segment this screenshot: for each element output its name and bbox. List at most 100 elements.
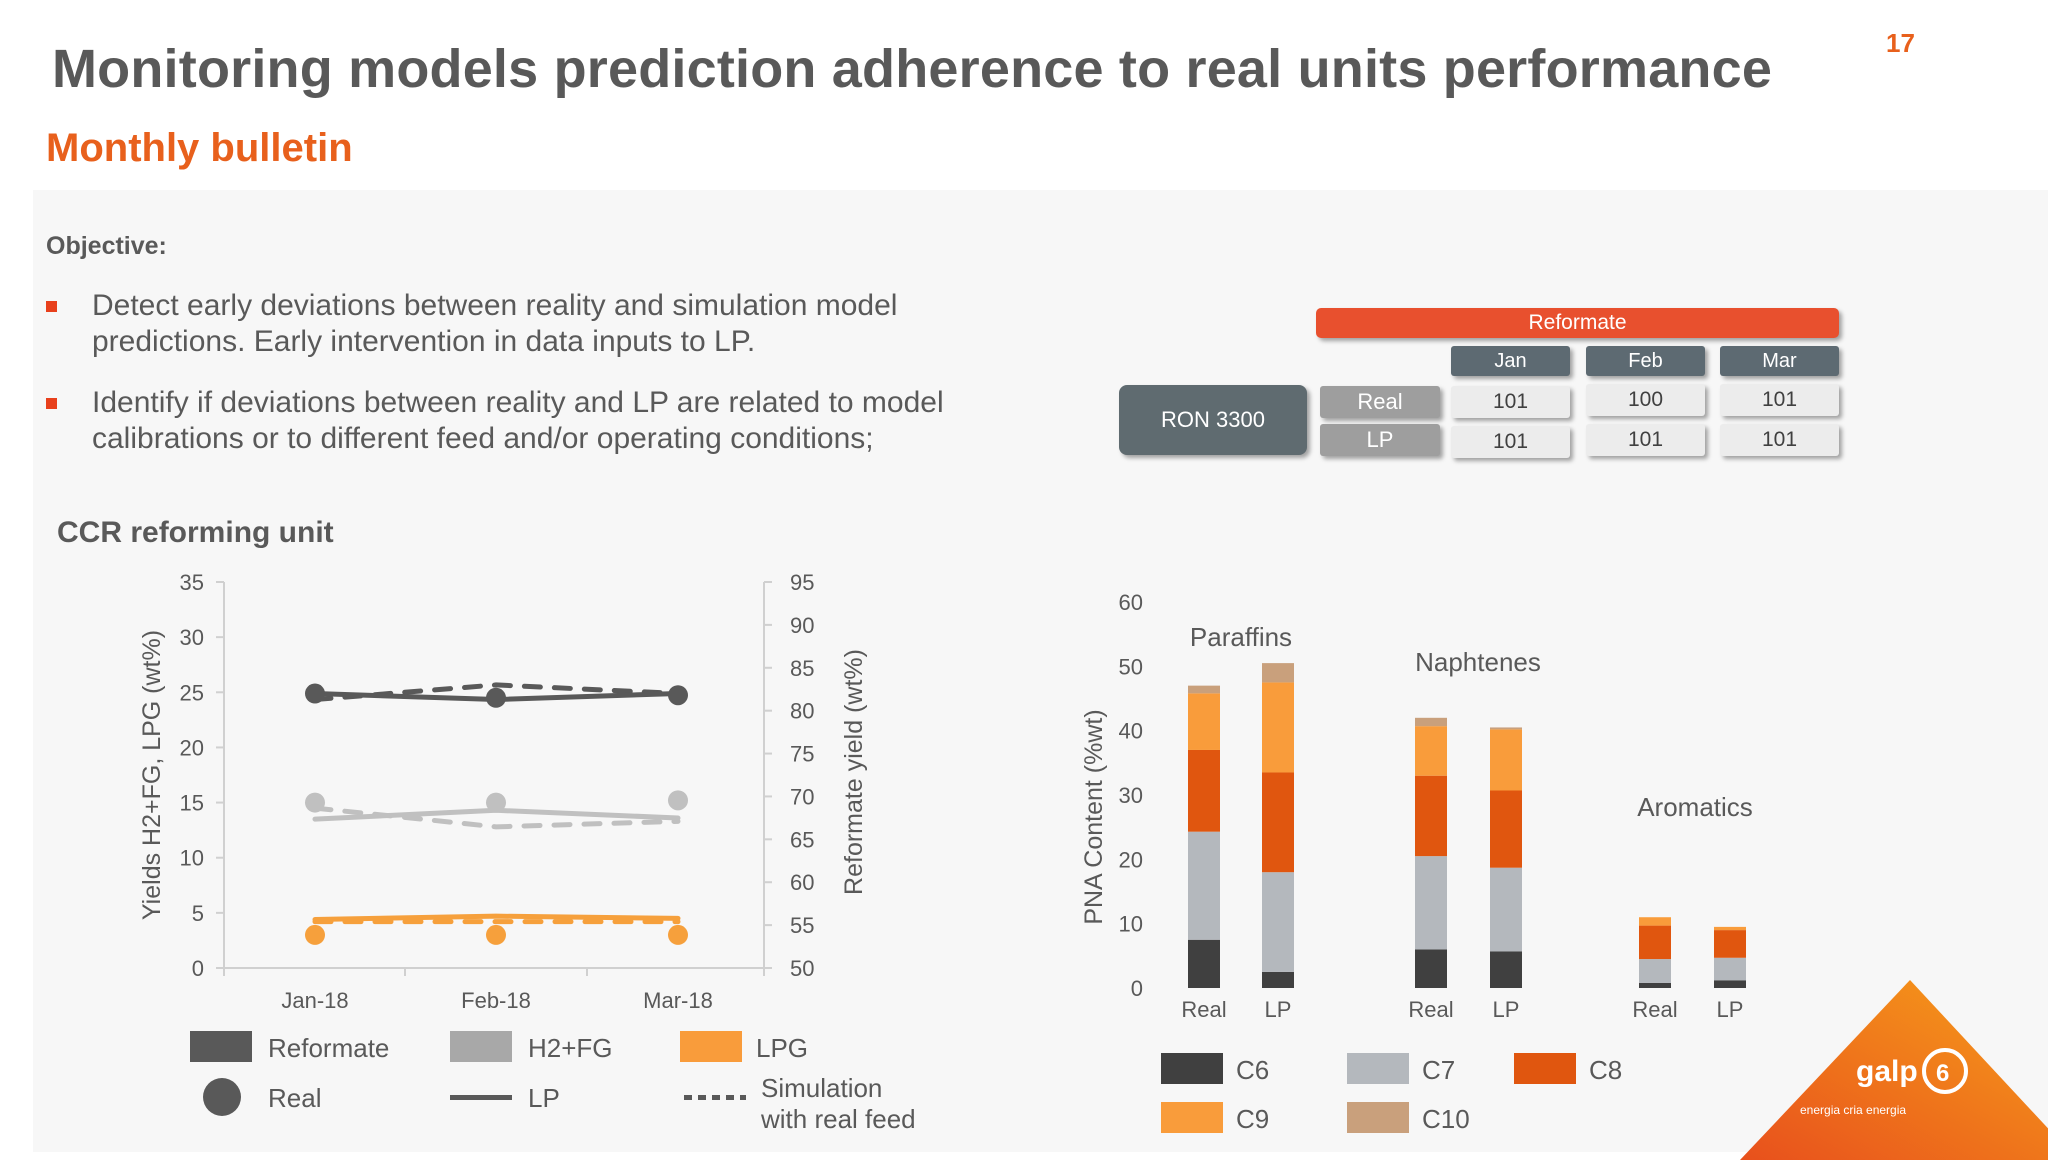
y2-tick-label: 80 (790, 699, 814, 724)
y-tick-label: 0 (1131, 976, 1143, 1001)
y-tick-label: 10 (1119, 912, 1143, 937)
table-cell: 101 (1720, 424, 1839, 456)
y-tick-label: 25 (180, 680, 204, 705)
table-row-label-real: Real (1320, 386, 1440, 418)
legend-swatch-lpg (680, 1031, 742, 1062)
bar-segment-c10 (1262, 663, 1294, 683)
table-cell: 101 (1586, 424, 1705, 456)
bullet-marker (46, 301, 57, 312)
page-subtitle: Monthly bulletin (46, 126, 353, 170)
series-point-lpg (668, 924, 688, 945)
legend-label: LP (528, 1083, 560, 1113)
legend-swatch-c8 (1514, 1053, 1576, 1084)
y-tick-label: 35 (180, 570, 204, 595)
bar-segment-c10 (1490, 727, 1522, 730)
series-point-lpg (305, 924, 325, 945)
legend-line-lp (450, 1095, 512, 1100)
legend-swatch-reformate (190, 1031, 252, 1062)
series-point-h2-fg (305, 792, 325, 813)
bullet-marker (46, 398, 57, 409)
content-panel (33, 190, 2048, 1152)
legend-label: H2+FG (528, 1033, 613, 1063)
bar-segment-c7 (1639, 959, 1671, 983)
bar-segment-c6 (1262, 971, 1294, 988)
series-point-h2-fg (486, 792, 506, 813)
legend-swatch-c7 (1347, 1053, 1409, 1084)
y-tick-label: 30 (1119, 783, 1143, 808)
group-label: Aromatics (1637, 792, 1753, 822)
x-tick-label: Feb-18 (461, 988, 531, 1013)
legend-label: C9 (1236, 1104, 1270, 1134)
y-axis-label: PNA Content (%wt) (1080, 709, 1108, 924)
bar-segment-c8 (1490, 790, 1522, 868)
bullet-text-1: Detect early deviations between reality … (92, 289, 898, 358)
table-row-label-lp: LP (1320, 424, 1440, 456)
bar-segment-c7 (1415, 856, 1447, 950)
bar-segment-c9 (1415, 726, 1447, 776)
series-point-reformate (486, 687, 506, 708)
bar-segment-c8 (1415, 775, 1447, 857)
x-tick-label: Real (1181, 997, 1226, 1022)
bar-segment-c7 (1262, 872, 1294, 972)
bar-segment-c6 (1714, 980, 1746, 988)
y2-tick-label: 65 (790, 827, 814, 852)
bar-segment-c7 (1714, 957, 1746, 981)
y2-axis-label: Reformate yield (wt%) (840, 649, 868, 895)
legend-swatch-h2fg (450, 1031, 512, 1062)
bar-segment-c8 (1639, 925, 1671, 960)
x-tick-label: LP (1493, 997, 1520, 1022)
y-tick-label: 20 (1119, 847, 1143, 872)
ccr-title: CCR reforming unit (57, 516, 334, 549)
legend-label: C8 (1589, 1055, 1623, 1085)
y-tick-label: 50 (1119, 654, 1143, 679)
table-cell: 101 (1720, 384, 1839, 416)
y2-tick-label: 90 (790, 613, 814, 638)
group-label: Paraffins (1190, 622, 1292, 652)
legend-label: Reformate (268, 1033, 390, 1063)
bar-segment-c9 (1714, 926, 1746, 931)
svg-text:energia cria energia: energia cria energia (1800, 1103, 1906, 1117)
legend-swatch-c10 (1347, 1102, 1409, 1133)
bar-segment-c8 (1188, 749, 1220, 832)
bar-segment-c8 (1714, 930, 1746, 958)
series-line-lpg-lp (312, 913, 681, 922)
x-tick-label: LP (1717, 997, 1744, 1022)
svg-text:6: 6 (1936, 1060, 1949, 1087)
legend-label: Real (268, 1083, 322, 1113)
page-title: Monitoring models prediction adherence t… (52, 39, 1773, 99)
y-tick-label: 30 (180, 625, 204, 650)
table-cell: 101 (1451, 386, 1570, 418)
bar-segment-c7 (1490, 867, 1522, 952)
y-tick-label: 0 (192, 956, 204, 981)
series-point-reformate (668, 685, 688, 706)
bar-segment-c10 (1415, 717, 1447, 727)
y-tick-label: 20 (180, 735, 204, 760)
galp-logo: galp 6 energia cria energia (1740, 980, 2048, 1160)
bar-segment-c6 (1639, 982, 1671, 988)
bar-segment-c6 (1188, 939, 1220, 988)
bar-segment-c7 (1188, 831, 1220, 940)
x-tick-label: Mar-18 (643, 988, 713, 1013)
y-tick-label: 15 (180, 791, 204, 816)
y-tick-label: 10 (180, 846, 204, 871)
y-tick-label: 5 (192, 901, 204, 926)
y2-tick-label: 60 (790, 870, 814, 895)
bar-segment-c9 (1490, 729, 1522, 791)
bar-segment-c6 (1415, 949, 1447, 988)
y-tick-label: 60 (1119, 590, 1143, 615)
series-point-reformate (305, 683, 325, 704)
table-cell: 100 (1586, 384, 1705, 416)
bar-segment-c8 (1262, 772, 1294, 873)
series-point-h2-fg (668, 790, 688, 811)
x-tick-label: LP (1265, 997, 1292, 1022)
y2-tick-label: 75 (790, 742, 814, 767)
legend-label: C6 (1236, 1055, 1270, 1085)
table-month-mar: Mar (1720, 346, 1839, 376)
objective-label: Objective: (46, 232, 167, 260)
slide-number: 17 (1886, 28, 1915, 58)
legend-label: C10 (1422, 1104, 1470, 1134)
x-tick-label: Jan-18 (281, 988, 348, 1013)
bar-segment-c9 (1639, 917, 1671, 926)
y-tick-label: 40 (1119, 719, 1143, 744)
